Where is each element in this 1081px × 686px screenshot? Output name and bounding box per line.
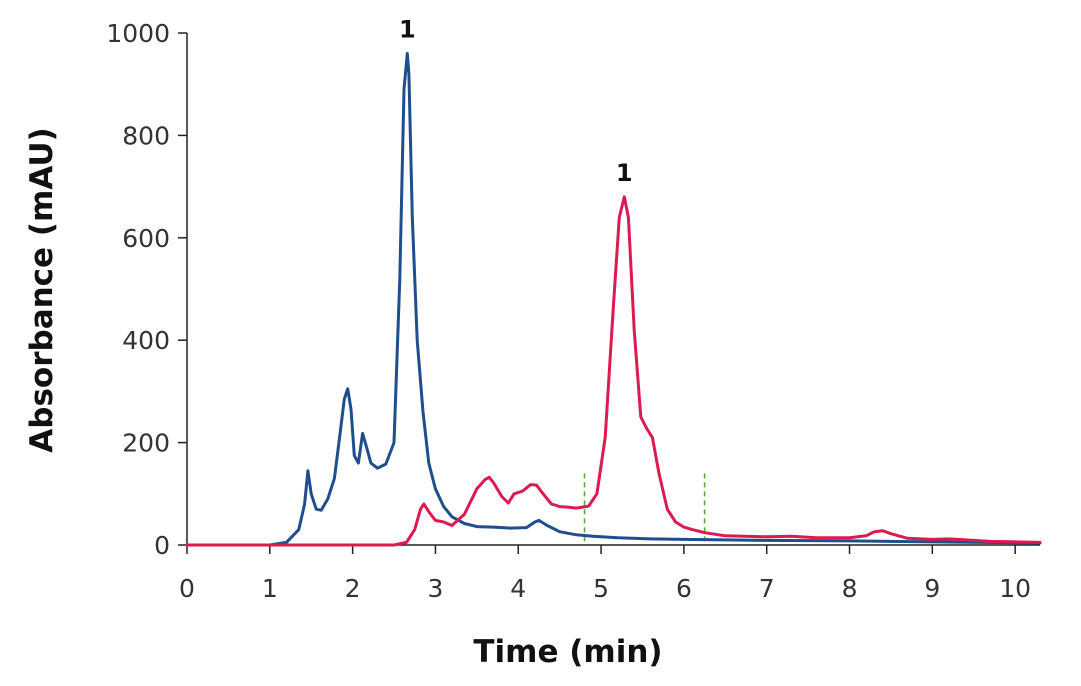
peak-annotations-group: 11	[399, 15, 633, 186]
x-tick-label: 9	[924, 574, 940, 603]
peak-label: 1	[399, 15, 416, 43]
tick-labels-group: 0 200 400 600 800 1000 0 1 2 3 4 5 6 7 8 9 10	[106, 19, 1031, 603]
x-tick-label: 6	[676, 574, 692, 603]
y-axis-title: Absorbance (mAU)	[24, 127, 60, 452]
x-tick-label: 8	[842, 574, 858, 603]
series-line-1	[185, 52, 1042, 547]
peak-label: 1	[616, 159, 633, 187]
y-tick-label: 600	[122, 224, 170, 253]
x-tick-label: 1	[262, 574, 278, 603]
x-tick-label: 7	[759, 574, 775, 603]
series-group	[185, 52, 1042, 547]
x-tick-label: 2	[345, 574, 361, 603]
y-tick-label: 800	[122, 121, 170, 150]
x-tick-label: 3	[427, 574, 443, 603]
x-tick-label: 5	[593, 574, 609, 603]
series-line-2	[185, 195, 1042, 547]
y-tick-label: 1000	[106, 19, 170, 48]
x-tick-label: 4	[510, 574, 526, 603]
x-axis-title: Time (min)	[473, 634, 662, 670]
y-tick-label: 200	[122, 429, 170, 458]
x-tick-label: 0	[179, 574, 195, 603]
x-tick-label: 10	[999, 574, 1031, 603]
y-tick-label: 0	[154, 531, 170, 560]
fraction-markers-group	[583, 473, 706, 545]
y-tick-label: 400	[122, 326, 170, 355]
